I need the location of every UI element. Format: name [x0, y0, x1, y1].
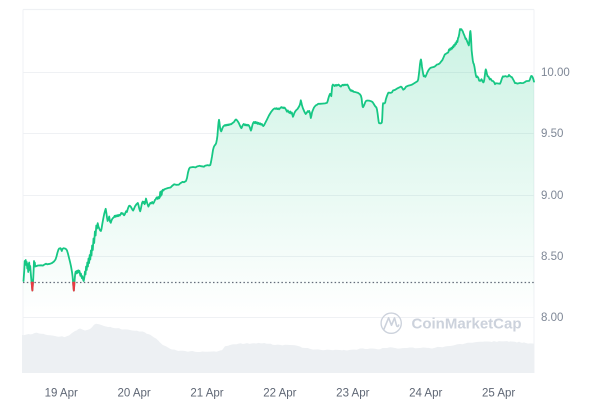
- svg-text:23 Apr: 23 Apr: [336, 388, 369, 400]
- svg-text:25 Apr: 25 Apr: [482, 388, 515, 400]
- svg-text:24 Apr: 24 Apr: [409, 388, 442, 400]
- svg-text:8.50: 8.50: [541, 251, 563, 263]
- svg-text:19 Apr: 19 Apr: [45, 388, 78, 400]
- svg-text:9.50: 9.50: [541, 128, 563, 140]
- svg-text:21 Apr: 21 Apr: [190, 388, 223, 400]
- svg-text:8.00: 8.00: [541, 312, 563, 324]
- svg-text:9.00: 9.00: [541, 190, 563, 202]
- svg-text:CoinMarketCap: CoinMarketCap: [412, 316, 522, 333]
- svg-text:10.00: 10.00: [541, 67, 570, 79]
- svg-text:20 Apr: 20 Apr: [117, 388, 150, 400]
- svg-text:22 Apr: 22 Apr: [263, 388, 296, 400]
